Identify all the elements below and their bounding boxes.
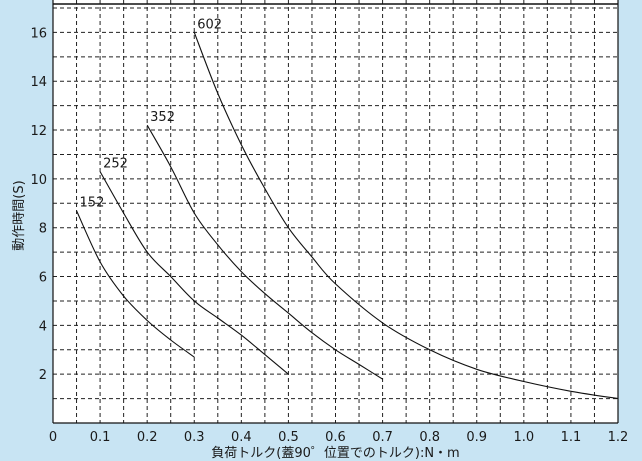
x-tick-labels: 0 0.1 0.2 0.3 0.4 0.5 0.6 0.7 0.8 0.9 1.0 1.1 1.2 bbox=[49, 430, 628, 445]
x-axis-title: 負荷トルク(蓋90゜位置でのトルク):N・m bbox=[211, 446, 459, 461]
y-tick-label: 14 bbox=[30, 75, 47, 90]
y-tick-label: 4 bbox=[39, 319, 47, 334]
x-tick-label: 0.5 bbox=[278, 430, 299, 445]
x-tick-label: 0 bbox=[49, 430, 57, 445]
y-tick-label: 8 bbox=[39, 222, 47, 237]
y-axis-title: 動作時間(S) bbox=[12, 180, 27, 250]
x-tick-label: 0.4 bbox=[231, 430, 252, 445]
y-tick-labels: 2 4 6 8 10 12 14 16 bbox=[30, 26, 47, 383]
x-tick-label: 1.2 bbox=[608, 430, 629, 445]
x-tick-label: 0.6 bbox=[325, 430, 346, 445]
x-tick-label: 0.9 bbox=[466, 430, 487, 445]
x-tick-label: 1.1 bbox=[561, 430, 582, 445]
series-label-152: 152 bbox=[80, 196, 105, 211]
x-tick-label: 0.8 bbox=[419, 430, 440, 445]
series-line-152 bbox=[76, 210, 195, 358]
series-label-602: 602 bbox=[197, 17, 222, 32]
y-tick-label: 2 bbox=[39, 368, 47, 383]
series-line-252 bbox=[99, 171, 289, 375]
x-tick-label: 0.2 bbox=[137, 430, 158, 445]
x-tick-label: 0.3 bbox=[184, 430, 205, 445]
y-tick-label: 12 bbox=[30, 124, 47, 139]
y-tick-label: 16 bbox=[30, 26, 47, 41]
x-tick-label: 0.1 bbox=[90, 430, 111, 445]
labels: 152 252 352 602 bbox=[80, 17, 223, 210]
x-tick-label: 0.7 bbox=[372, 430, 393, 445]
series-label-252: 252 bbox=[103, 157, 128, 172]
series-line-352 bbox=[146, 124, 383, 380]
series-line-602 bbox=[193, 32, 619, 400]
series-label-352: 352 bbox=[150, 110, 175, 125]
x-tick-label: 1.0 bbox=[513, 430, 534, 445]
y-tick-label: 6 bbox=[39, 271, 47, 286]
series-lines bbox=[76, 32, 619, 400]
grid bbox=[52, 0, 619, 424]
y-tick-label: 10 bbox=[30, 173, 47, 188]
